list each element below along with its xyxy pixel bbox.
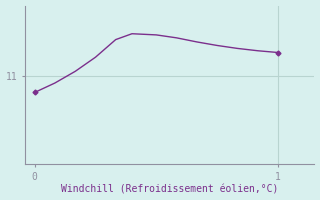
X-axis label: Windchill (Refroidissement éolien,°C): Windchill (Refroidissement éolien,°C) xyxy=(61,184,278,194)
